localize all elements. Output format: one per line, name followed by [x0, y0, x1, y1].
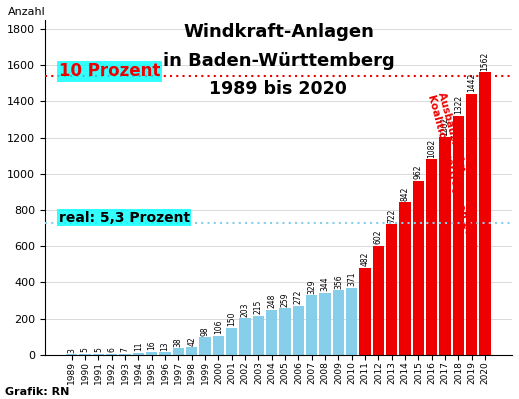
- Bar: [279, 308, 291, 355]
- Bar: [480, 72, 491, 355]
- Text: 106: 106: [214, 320, 223, 334]
- Text: 11: 11: [134, 342, 143, 352]
- Text: 371: 371: [347, 272, 356, 286]
- Bar: [466, 94, 477, 355]
- Bar: [133, 353, 144, 355]
- Text: 3: 3: [67, 348, 76, 353]
- Text: 5: 5: [94, 348, 103, 352]
- Text: 7: 7: [120, 347, 130, 352]
- Bar: [226, 328, 237, 355]
- Text: 482: 482: [361, 252, 370, 266]
- Text: 356: 356: [334, 275, 343, 289]
- Text: 10 Prozent: 10 Prozent: [59, 62, 160, 80]
- Text: 6: 6: [107, 348, 116, 352]
- Text: 329: 329: [307, 279, 316, 294]
- Text: 16: 16: [147, 341, 156, 350]
- Bar: [266, 310, 278, 355]
- Text: real: 5,3 Prozent: real: 5,3 Prozent: [59, 211, 190, 225]
- Text: 5: 5: [80, 348, 90, 352]
- Text: 42: 42: [187, 336, 196, 346]
- Bar: [106, 354, 117, 355]
- Text: 602: 602: [374, 230, 383, 245]
- Bar: [400, 202, 411, 355]
- Bar: [253, 316, 264, 355]
- Bar: [386, 224, 398, 355]
- Bar: [413, 181, 424, 355]
- Text: 344: 344: [321, 277, 330, 291]
- Text: 962: 962: [414, 165, 423, 179]
- Text: Windkraft-Anlagen: Windkraft-Anlagen: [183, 24, 374, 41]
- Text: 1082: 1082: [427, 138, 436, 158]
- Bar: [93, 354, 104, 355]
- Text: Anzahl: Anzahl: [7, 7, 45, 17]
- Bar: [333, 290, 344, 355]
- Text: 722: 722: [387, 208, 397, 223]
- Text: Ausbauziel im
Koalitionsvertrag von 2011: Ausbauziel im Koalitionsvertrag von 2011: [426, 91, 487, 251]
- Bar: [360, 268, 371, 355]
- Text: 259: 259: [281, 292, 290, 306]
- Bar: [293, 306, 304, 355]
- Text: 13: 13: [160, 342, 170, 351]
- Text: 842: 842: [401, 187, 409, 201]
- Text: 1322: 1322: [454, 95, 463, 114]
- Text: 38: 38: [174, 337, 183, 346]
- Bar: [440, 137, 451, 355]
- Bar: [119, 354, 131, 355]
- Bar: [146, 352, 157, 355]
- Bar: [66, 354, 77, 355]
- Text: 1989 bis 2020: 1989 bis 2020: [210, 80, 347, 98]
- Bar: [239, 318, 251, 355]
- Bar: [426, 159, 438, 355]
- Text: in Baden-Württemberg: in Baden-Württemberg: [162, 52, 394, 70]
- Text: 215: 215: [254, 300, 263, 314]
- Text: 203: 203: [241, 302, 250, 317]
- Text: 98: 98: [200, 326, 210, 336]
- Bar: [159, 352, 171, 355]
- Text: 150: 150: [227, 312, 236, 326]
- Bar: [199, 337, 211, 355]
- Text: 248: 248: [267, 294, 276, 308]
- Bar: [319, 292, 331, 355]
- Text: 1562: 1562: [481, 51, 489, 71]
- Text: 1202: 1202: [441, 117, 449, 136]
- Bar: [453, 116, 464, 355]
- Text: 272: 272: [294, 290, 303, 304]
- Bar: [346, 288, 358, 355]
- Text: 1442: 1442: [467, 73, 476, 93]
- Bar: [173, 348, 184, 355]
- Bar: [306, 295, 318, 355]
- Bar: [79, 354, 91, 355]
- Bar: [213, 336, 224, 355]
- Text: Grafik: RN: Grafik: RN: [5, 387, 70, 397]
- Bar: [373, 246, 384, 355]
- Bar: [186, 347, 197, 355]
